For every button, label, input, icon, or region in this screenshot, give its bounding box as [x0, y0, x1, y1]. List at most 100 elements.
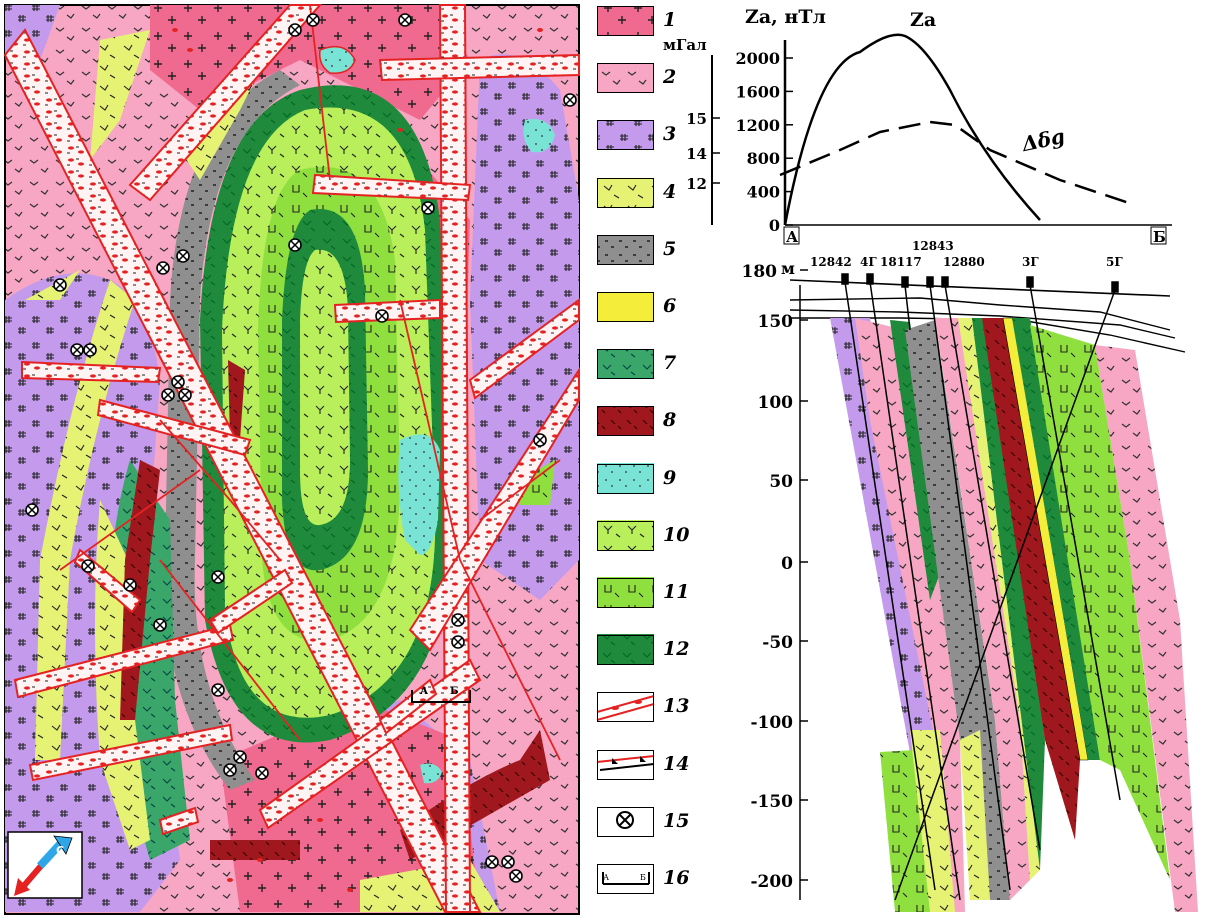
well-trace — [929, 284, 1011, 891]
section-line-ab: А Б — [411, 686, 471, 703]
gravity-curve — [779, 120, 1136, 207]
svg-text:А: А — [603, 873, 609, 882]
depth-tick-label: 100 — [758, 393, 794, 413]
darkred-center — [228, 360, 245, 440]
borehole-marker — [563, 93, 577, 107]
well-label: 12843 — [912, 239, 954, 253]
legend-swatch-7 — [597, 349, 654, 380]
borehole-marker — [161, 388, 175, 402]
well-label: 5Г — [1106, 255, 1123, 269]
borehole-marker — [533, 433, 547, 447]
legend-number-12: 12 — [663, 638, 690, 661]
legend-number-7: 7 — [663, 352, 677, 375]
point-a-label: А — [786, 228, 799, 246]
cross-section: 180 150 100 50 0 -50 -100 -150 -200 12842 4Г 18117… — [742, 239, 1198, 912]
depth-tick-label: -50 — [762, 633, 793, 653]
depth-tick-label: 0 — [781, 554, 793, 574]
depth-unit-label: м — [781, 259, 795, 278]
legend-swatches: А Б — [596, 6, 655, 892]
legend-number-6: 6 — [663, 295, 677, 317]
borehole-marker — [123, 578, 137, 592]
darkred-bottomleft — [210, 840, 300, 860]
legend-number-3: 3 — [663, 123, 677, 146]
borehole-marker — [255, 766, 269, 780]
gravity-tick-label: 14 — [686, 145, 707, 163]
legend-number-10: 10 — [663, 523, 690, 546]
cyan-body-top — [318, 45, 356, 74]
gravity-unit-label: мГал — [663, 36, 707, 54]
well-label: 4Г — [860, 255, 877, 269]
red-dot-marks — [172, 28, 543, 892]
section-pink-mid — [935, 318, 1030, 900]
borehole-markers — [25, 13, 577, 883]
borehole-marker — [171, 375, 185, 389]
gravity-tick-label: 15 — [686, 110, 707, 128]
point-a-box — [783, 226, 800, 245]
borehole-marker — [153, 618, 167, 632]
legend-swatch-16 — [597, 864, 654, 894]
well-collar — [866, 273, 874, 285]
profile-graph: 2000 1600 1200 800 400 0 15 14 12 А Б — [686, 33, 1172, 246]
legend-swatch-9 — [597, 463, 654, 494]
za-curve-label: Za — [910, 9, 937, 31]
borehole-marker — [451, 613, 465, 627]
borehole-marker — [501, 855, 515, 869]
depth-tick-label: -150 — [750, 792, 793, 812]
legend-number-2: 2 — [663, 66, 677, 89]
legend-swatch-6 — [597, 292, 654, 322]
well-trace — [904, 284, 911, 331]
legend-swatch-10 — [597, 520, 654, 551]
well-trace — [1029, 284, 1121, 801]
borehole-marker — [70, 343, 84, 357]
well-trace — [844, 281, 936, 891]
section-darkgreen-3 — [1012, 318, 1100, 760]
borehole-marker — [398, 13, 412, 27]
borehole-marker — [223, 763, 237, 777]
borehole-marker — [81, 559, 95, 573]
section-line-b-label: Б — [450, 686, 459, 697]
borehole-marker — [288, 23, 302, 37]
point-b-label: Б — [1153, 228, 1166, 246]
yellowgreen-top — [90, 30, 150, 160]
legend-number-4: 4 — [663, 180, 677, 203]
borehole-marker — [375, 309, 389, 323]
legend-swatch-2 — [597, 63, 654, 94]
za-axis-label: Za, нТл — [745, 6, 826, 28]
legend-swatch-12 — [597, 635, 654, 666]
depth-tick-label: 180 — [742, 262, 778, 282]
za-tick-label: 1600 — [735, 82, 780, 101]
depth-tick-label: -100 — [750, 713, 793, 733]
legend-number-16: 16 — [663, 867, 690, 889]
legend-number-13: 13 — [663, 695, 690, 718]
section-darkgreen-1 — [890, 320, 945, 600]
legend-swatch-8 — [597, 406, 654, 437]
section-line-a-label: А — [420, 686, 429, 697]
well-label: 18117 — [880, 255, 922, 269]
legend-number-9: 9 — [663, 466, 677, 489]
legend-number-11: 11 — [663, 581, 690, 603]
gray-belt — [164, 70, 300, 790]
legend-number-1: 1 — [663, 9, 677, 31]
legend-swatch-15 — [597, 806, 654, 837]
borehole-marker — [509, 869, 523, 883]
borehole-marker — [233, 750, 247, 764]
za-tick-label: 2000 — [735, 49, 780, 68]
borehole-marker — [451, 635, 465, 649]
legend-swatch-1 — [597, 6, 654, 36]
borehole-marker — [53, 278, 67, 292]
cyan-body-bottom — [420, 763, 442, 784]
legend-number-14: 14 — [663, 752, 690, 775]
north-arrow-label: С — [56, 844, 64, 857]
za-tick-label: 0 — [769, 216, 780, 235]
point-b-box — [1150, 226, 1167, 245]
borehole-marker — [83, 343, 97, 357]
borehole-marker — [176, 249, 190, 263]
well-trace — [944, 284, 1041, 851]
section-pink-right — [1095, 345, 1198, 912]
section-bottom-lg — [960, 730, 990, 900]
za-tick-label: 1200 — [735, 116, 780, 135]
legend-swatch-5 — [597, 234, 654, 265]
fault-lines — [59, 4, 561, 761]
borehole-marker — [156, 261, 170, 275]
